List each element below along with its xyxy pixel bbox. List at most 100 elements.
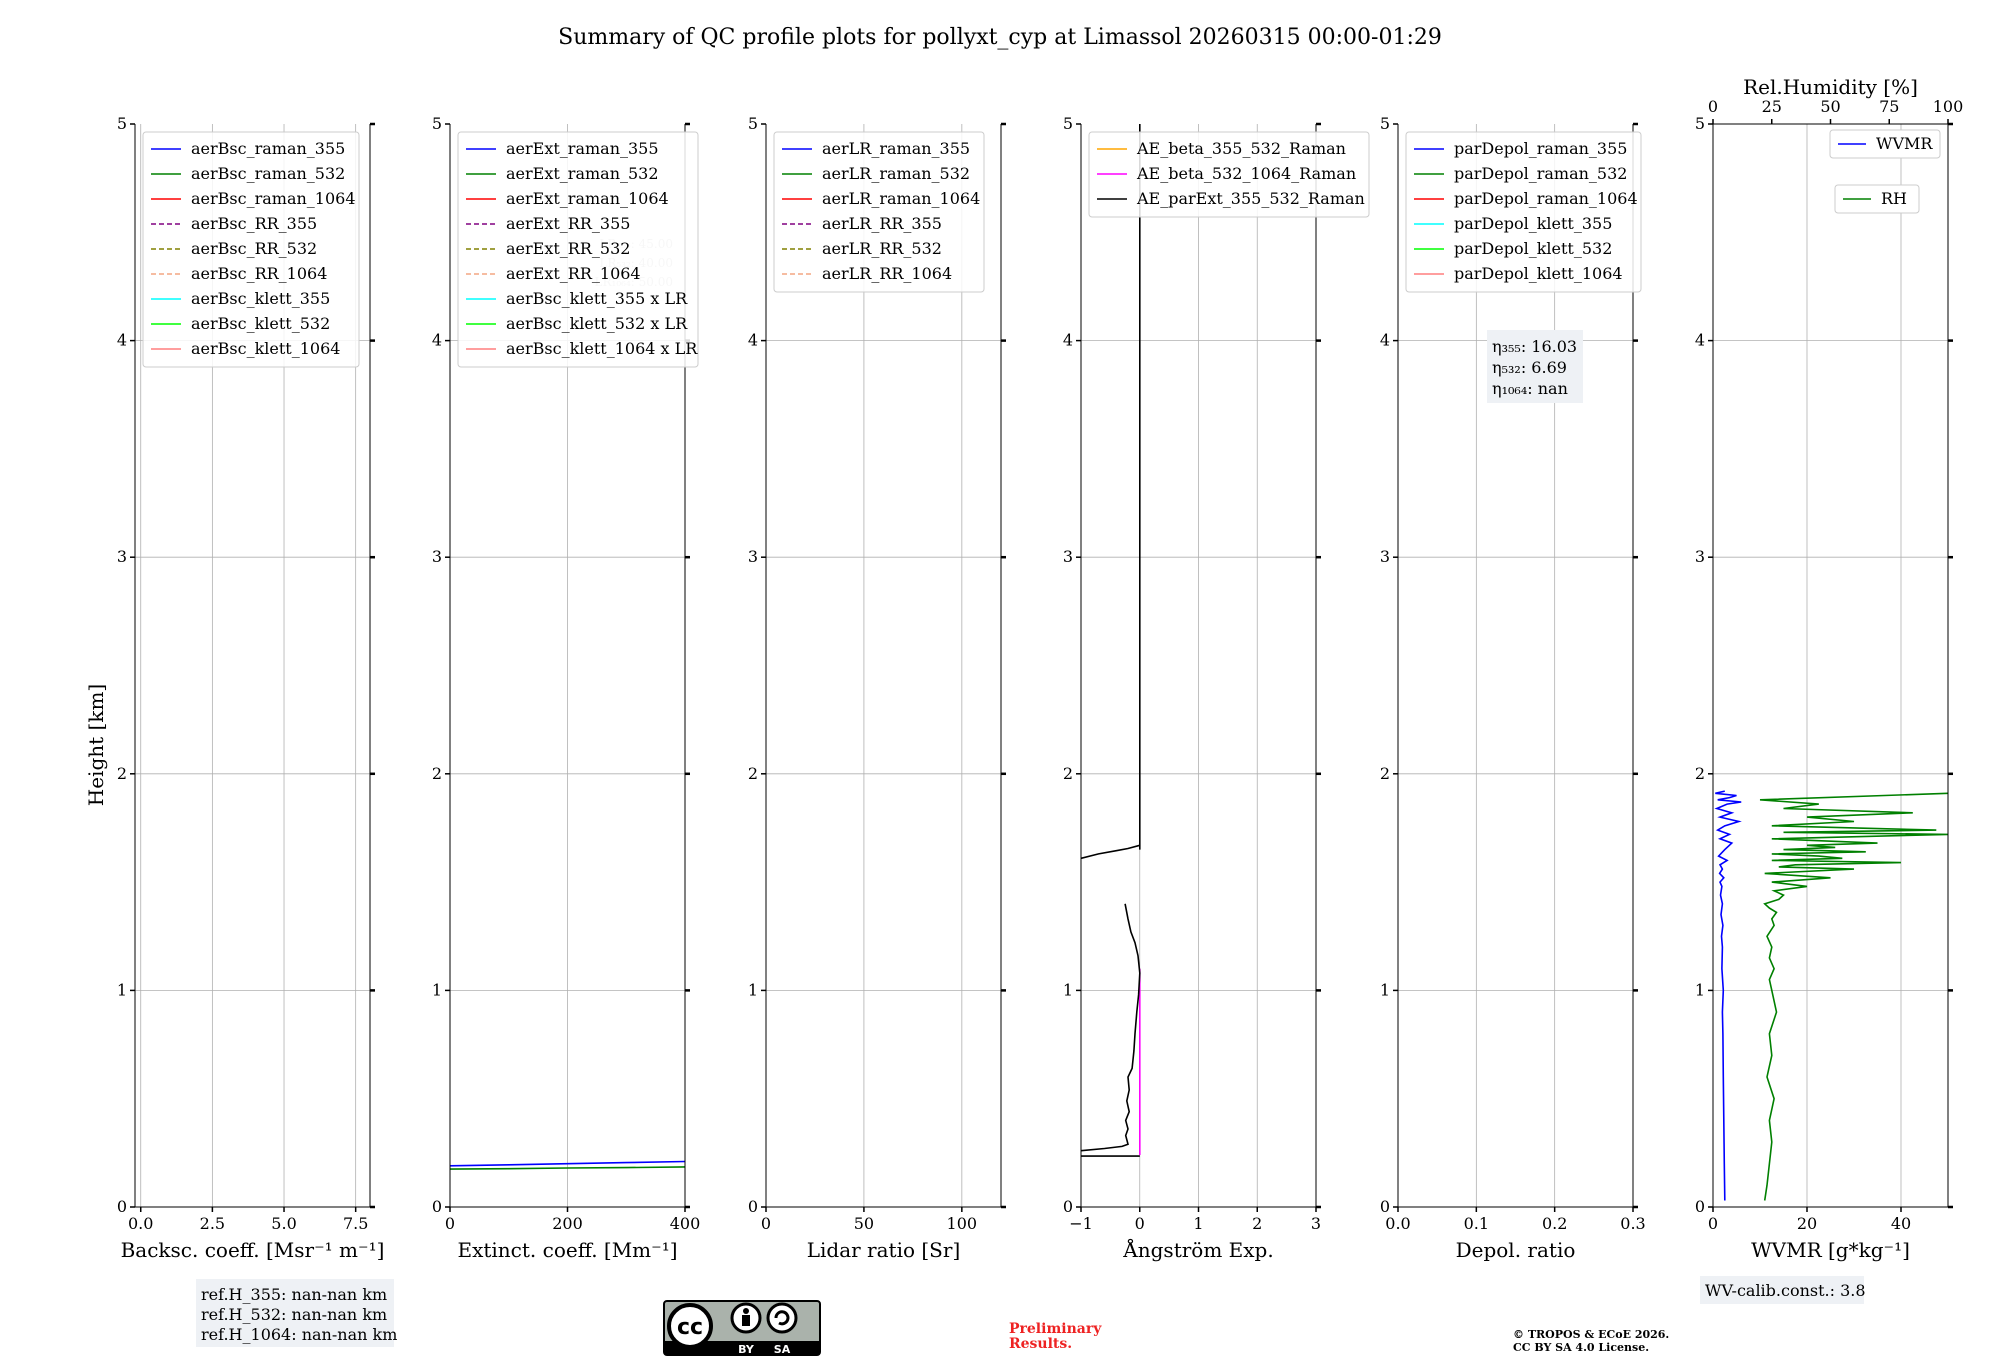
panels: 0 1 2 3 4 5 0.0 2.5 5.0 7.5 Backsc. coeff. [Msr⁻¹ … xyxy=(117,75,1963,1262)
legend-label: parDepol_klett_355 xyxy=(1454,214,1612,233)
y-tick-label: 3 xyxy=(748,547,758,566)
legend-box xyxy=(1088,131,1370,218)
copyright-text-2: CC BY SA 4.0 License. xyxy=(1513,1341,1649,1354)
y-tick-label: 4 xyxy=(1695,331,1705,350)
legend: AE_beta_355_532_Raman AE_beta_532_1064_Ra… xyxy=(1088,131,1370,218)
legend-label: aerExt_RR_1064 xyxy=(506,264,641,283)
series-AE_parExt_355_532_Raman xyxy=(1081,903,1141,1152)
legend-box xyxy=(457,131,699,368)
top-axis-label: Rel.Humidity [%] xyxy=(1743,75,1918,99)
legend-label: aerExt_RR_532 xyxy=(506,239,630,258)
legend-label: parDepol_raman_1064 xyxy=(1454,189,1638,208)
legend: aerBsc_raman_355 aerBsc_raman_532 aerBsc_r… xyxy=(142,131,360,368)
reference-height-box: ref.H_355: nan-nan km ref.H_532: nan-nan… xyxy=(196,1279,397,1347)
x-tick-label: 20 xyxy=(1797,1214,1817,1233)
refh-355-text: ref.H_355: nan-nan km xyxy=(201,1285,387,1304)
series-RH xyxy=(1759,792,1948,1201)
x-tick-label: −1 xyxy=(1069,1214,1093,1233)
series-group xyxy=(1081,124,1141,1157)
legend-label: aerExt_raman_355 xyxy=(506,139,659,158)
preliminary-text-2: Results. xyxy=(1009,1336,1072,1352)
top-tick-label: 0 xyxy=(1708,97,1718,116)
legend-label: aerExt_RR_355 xyxy=(506,214,630,233)
y-tick-label: 1 xyxy=(748,980,758,999)
y-tick-label: 4 xyxy=(1380,331,1390,350)
eta-355-text: η₃₅₅: 16.03 xyxy=(1492,337,1577,356)
legend-label: aerLR_RR_355 xyxy=(822,214,942,233)
cc-badge-cc: cc xyxy=(677,1315,703,1340)
y-tick-label: 4 xyxy=(432,331,442,350)
y-tick-label: 0 xyxy=(1380,1197,1390,1216)
wv-calib-text: WV-calib.const.: 3.8 xyxy=(1705,1281,1866,1300)
by-person-head xyxy=(743,1308,749,1314)
x-axis-label: Lidar ratio [Sr] xyxy=(807,1238,961,1262)
top-tick-label: 50 xyxy=(1820,97,1840,116)
legend-label: aerLR_raman_355 xyxy=(822,139,970,158)
y-tick-label: 2 xyxy=(1695,764,1705,783)
y-tick-label: 0 xyxy=(1063,1197,1073,1216)
x-tick-label: 0 xyxy=(445,1214,455,1233)
x-tick-label: 0.0 xyxy=(1385,1214,1410,1233)
eta-1064-text: η₁₀₆₄: nan xyxy=(1492,379,1568,398)
y-tick-label: 1 xyxy=(1695,980,1705,999)
panel-depol: 0 1 2 3 4 5 0.0 0.1 0.2 0.3 Depol. ratio parDepol_r… xyxy=(1380,114,1646,1262)
y-tick-label: 2 xyxy=(432,764,442,783)
series-aerExt_raman_532 xyxy=(450,1166,685,1170)
x-tick-label: 200 xyxy=(552,1214,583,1233)
x-tick-label: 0 xyxy=(1135,1214,1145,1233)
eta-532-text: η₅₃₂: 6.69 xyxy=(1492,358,1567,377)
y-tick-label: 0 xyxy=(1695,1197,1705,1216)
legend-box xyxy=(1829,129,1941,159)
x-tick-label: 3 xyxy=(1311,1214,1321,1233)
x-axis-label: Ångström Exp. xyxy=(1122,1237,1273,1262)
legend-label: aerLR_RR_532 xyxy=(822,239,942,258)
x-tick-label: 100 xyxy=(947,1214,978,1233)
x-tick-label: 0.1 xyxy=(1464,1214,1489,1233)
x-tick-label: 400 xyxy=(670,1214,701,1233)
x-tick-label: 0.0 xyxy=(128,1214,153,1233)
top-tick-label: 25 xyxy=(1762,97,1782,116)
legend: parDepol_raman_355 parDepol_raman_532 parD… xyxy=(1405,131,1642,293)
legend-label: aerLR_raman_1064 xyxy=(822,189,980,208)
y-tick-label: 3 xyxy=(432,547,442,566)
legend-label: aerBsc_raman_1064 xyxy=(191,189,356,208)
x-tick-label: 0.2 xyxy=(1542,1214,1567,1233)
x-tick-label: 5.0 xyxy=(271,1214,296,1233)
legend-box xyxy=(1405,131,1642,293)
cc-circle-icon xyxy=(667,1303,713,1349)
sa-share-arrow xyxy=(774,1310,790,1326)
y-tick-label: 0 xyxy=(117,1197,127,1216)
legend-label: aerBsc_klett_355 xyxy=(191,289,330,308)
legend-label: aerBsc_raman_532 xyxy=(191,164,345,183)
legend-rh: RH xyxy=(1834,184,1920,214)
x-axis-label: Depol. ratio xyxy=(1456,1238,1576,1262)
y-tick-label: 0 xyxy=(432,1197,442,1216)
sa-share-icon xyxy=(766,1302,798,1334)
y-tick-label: 2 xyxy=(117,764,127,783)
cc-badge-by: BY xyxy=(738,1343,755,1356)
x-tick-label: 7.5 xyxy=(343,1214,368,1233)
figure-title: Summary of QC profile plots for pollyxt_… xyxy=(558,25,1442,50)
legend-label: aerBsc_klett_532 x LR xyxy=(506,314,688,333)
legend-label: aerBsc_klett_532 xyxy=(191,314,330,333)
x-axis-label: Extinct. coeff. [Mm⁻¹] xyxy=(457,1238,677,1262)
eta-annotation-box: η₃₅₅: 16.03 η₅₃₂: 6.69 η₁₀₆₄: nan xyxy=(1487,330,1583,403)
legend-label: aerLR_raman_532 xyxy=(822,164,970,183)
legend-label: aerExt_raman_532 xyxy=(506,164,659,183)
y-tick-label: 3 xyxy=(1063,547,1073,566)
legend-label: AE_beta_355_532_Raman xyxy=(1136,139,1346,158)
legend-label: WVMR xyxy=(1876,134,1933,153)
y-tick-label: 2 xyxy=(748,764,758,783)
refh-532-text: ref.H_532: nan-nan km xyxy=(201,1305,387,1324)
y-tick-label: 1 xyxy=(1380,980,1390,999)
legend-label: aerLR_RR_1064 xyxy=(822,264,952,283)
refh-1064-text: ref.H_1064: nan-nan km xyxy=(201,1325,397,1344)
top-tick-label: 100 xyxy=(1933,97,1964,116)
legend-label: AE_parExt_355_532_Raman xyxy=(1136,189,1365,208)
legend-label: aerBsc_raman_355 xyxy=(191,139,345,158)
x-tick-label: 2 xyxy=(1252,1214,1262,1233)
